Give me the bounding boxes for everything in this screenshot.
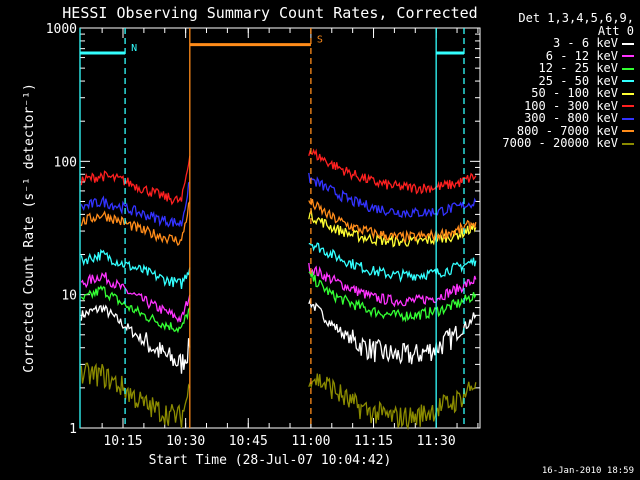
flag-label: N <box>131 43 137 54</box>
legend-item-label: 100 - 300 keV <box>524 98 618 113</box>
legend-item: 3 - 6 keV <box>502 37 634 50</box>
y-tick-label: 1 <box>69 422 77 437</box>
series-line-800-7000-kev <box>80 201 191 247</box>
legend-item: 100 - 300 keV <box>502 98 634 113</box>
legend-swatch <box>622 80 634 82</box>
legend-swatch <box>622 67 634 70</box>
legend-item-label: 25 - 50 keV <box>538 73 618 88</box>
legend-item-label: 7000 - 20000 keV <box>502 136 618 150</box>
series-line-300-800-kev <box>80 181 191 228</box>
legend-swatch <box>622 42 634 45</box>
legend-swatch <box>622 92 634 95</box>
legend-swatch <box>622 55 634 57</box>
legend-item: 50 - 100 keV <box>502 87 634 100</box>
y-axis-label: Corrected Count Rate (s⁻¹ detector⁻¹) <box>22 83 37 373</box>
x-tick-label: 11:00 <box>291 434 330 449</box>
legend-item: 25 - 50 keV <box>502 73 634 88</box>
series-line-800-7000-kev <box>308 198 477 243</box>
series-line-25-50-kev <box>80 248 191 289</box>
timestamp: 16-Jan-2010 18:59 <box>541 466 634 476</box>
series-line-7000-20000-kev <box>80 362 191 429</box>
legend-swatch <box>622 142 634 145</box>
series-line-12-25-kev <box>80 284 191 334</box>
x-tick-label: 10:15 <box>103 434 142 449</box>
legend-item-label: 50 - 100 keV <box>531 86 618 100</box>
legend-item-label: 6 - 12 keV <box>545 48 618 63</box>
legend-swatch <box>622 117 634 120</box>
x-axis-label: Start Time (28-Jul-07 10:04:42) <box>149 453 392 468</box>
legend-item: 7000 - 20000 keV <box>502 137 634 150</box>
legend-item: 300 - 800 keV <box>502 112 634 125</box>
y-tick-label: 1000 <box>46 22 77 37</box>
legend-item: 6 - 12 keV <box>502 48 634 63</box>
series-line-100-300-kev <box>80 155 191 206</box>
series-line-100-300-kev <box>308 148 477 195</box>
legend-swatch <box>622 130 634 132</box>
series-line-6-12-kev <box>80 272 191 324</box>
series-line-12-25-kev <box>308 270 477 323</box>
series-line-7000-20000-kev <box>308 373 477 431</box>
legend-swatch <box>622 105 634 107</box>
legend-item: 12 - 25 keV <box>502 62 634 75</box>
series-line-3-6-kev <box>308 298 477 365</box>
legend-item-label: 300 - 800 keV <box>524 111 618 125</box>
legend-item-label: 3 - 6 keV <box>552 36 618 50</box>
series-line-300-800-kev <box>308 172 477 219</box>
x-tick-label: 11:30 <box>417 434 456 449</box>
series-line-25-50-kev <box>308 242 477 283</box>
y-tick-label: 10 <box>61 289 77 304</box>
legend-header-line-1: Det 1,3,4,5,6,9, <box>518 11 634 25</box>
x-tick-label: 10:45 <box>229 434 268 449</box>
plot-frame <box>79 27 481 429</box>
legend-item-label: 800 - 7000 keV <box>516 123 618 138</box>
legend-item: 800 - 7000 keV <box>502 123 634 138</box>
y-tick-label: 100 <box>54 155 77 170</box>
legend-item-label: 12 - 25 keV <box>538 61 618 75</box>
x-tick-label: 11:15 <box>354 434 393 449</box>
chart-title: HESSI Observing Summary Count Rates, Cor… <box>62 4 477 22</box>
legend-header-line-2: Att 0 <box>597 23 634 38</box>
legend: Det 1,3,4,5,6,9, Att 0 3 - 6 keV 6 - 12 k… <box>502 12 634 150</box>
series-line-3-6-kev <box>80 304 191 374</box>
x-tick-label: 10:30 <box>166 434 205 449</box>
flag-label: S <box>317 35 323 46</box>
series-line-50-100-kev <box>308 208 477 248</box>
series-line-6-12-kev <box>308 262 477 308</box>
